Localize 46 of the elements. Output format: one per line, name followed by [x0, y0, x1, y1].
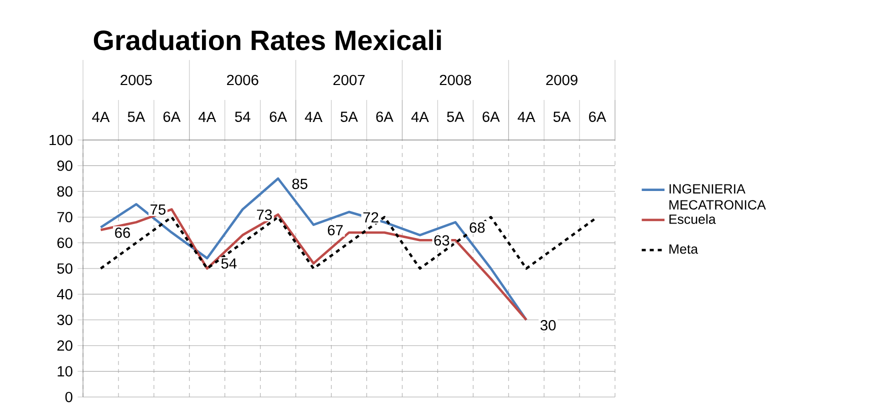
x-tick-label: 5A: [447, 112, 464, 122]
text: 2007: [333, 74, 365, 86]
data-label: 75: [150, 204, 166, 215]
text: 2008: [440, 74, 472, 86]
x-tick-label: 6A: [376, 112, 394, 122]
data-label: 73: [256, 210, 272, 220]
x-tick-label: 4A: [198, 112, 216, 122]
y-tick-label: 50: [57, 263, 72, 274]
y-tick-label: 70: [57, 212, 72, 222]
y-tick-label: 30: [57, 314, 72, 326]
y-tick-label: 40: [56, 289, 72, 300]
data-label: 68: [470, 222, 485, 233]
text: 2006: [227, 74, 258, 86]
x-tick-label: 6A: [270, 112, 287, 122]
data-label: 85: [292, 178, 308, 190]
x-tick-label: 6A: [482, 112, 500, 122]
y-tick-label: 0: [65, 392, 72, 402]
x-tick-label: 4A: [92, 112, 110, 122]
text: 2009: [546, 74, 578, 86]
x-tick-label: 6A: [589, 112, 606, 122]
data-label: 66: [115, 228, 130, 238]
x-tick-label: 4A: [518, 112, 536, 122]
y-tick-label: 100: [50, 134, 72, 146]
legend-label: Escuela: [669, 214, 716, 224]
data-label: 30: [540, 320, 556, 330]
data-label: 72: [363, 212, 378, 222]
x-tick-label: 6A: [163, 112, 181, 122]
data-label: 67: [328, 224, 343, 236]
x-tick-label: 4A: [304, 112, 322, 122]
x-tick-label: 5A: [128, 112, 146, 122]
y-tick-label: 60: [57, 238, 72, 248]
data-label: 54: [221, 258, 237, 269]
legend-label: Meta: [669, 244, 698, 254]
x-tick-label: 54: [235, 112, 250, 122]
chart-title: Graduation Rates Mexicali: [94, 30, 441, 50]
x-tick-label: 5A: [553, 112, 571, 122]
x-tick-label: 4A: [411, 112, 429, 122]
y-tick-label: 20: [57, 340, 72, 351]
text: 2005: [120, 74, 152, 86]
line-series: [100, 177, 528, 322]
legend-label: INGENIERIA MECATRONICA: [669, 184, 766, 210]
x-tick-label: 5A: [340, 112, 358, 122]
data-label: 63: [434, 235, 450, 246]
y-tick-label: 80: [57, 186, 72, 197]
y-tick-label: 10: [58, 366, 72, 376]
y-tick-label: 90: [57, 160, 72, 171]
